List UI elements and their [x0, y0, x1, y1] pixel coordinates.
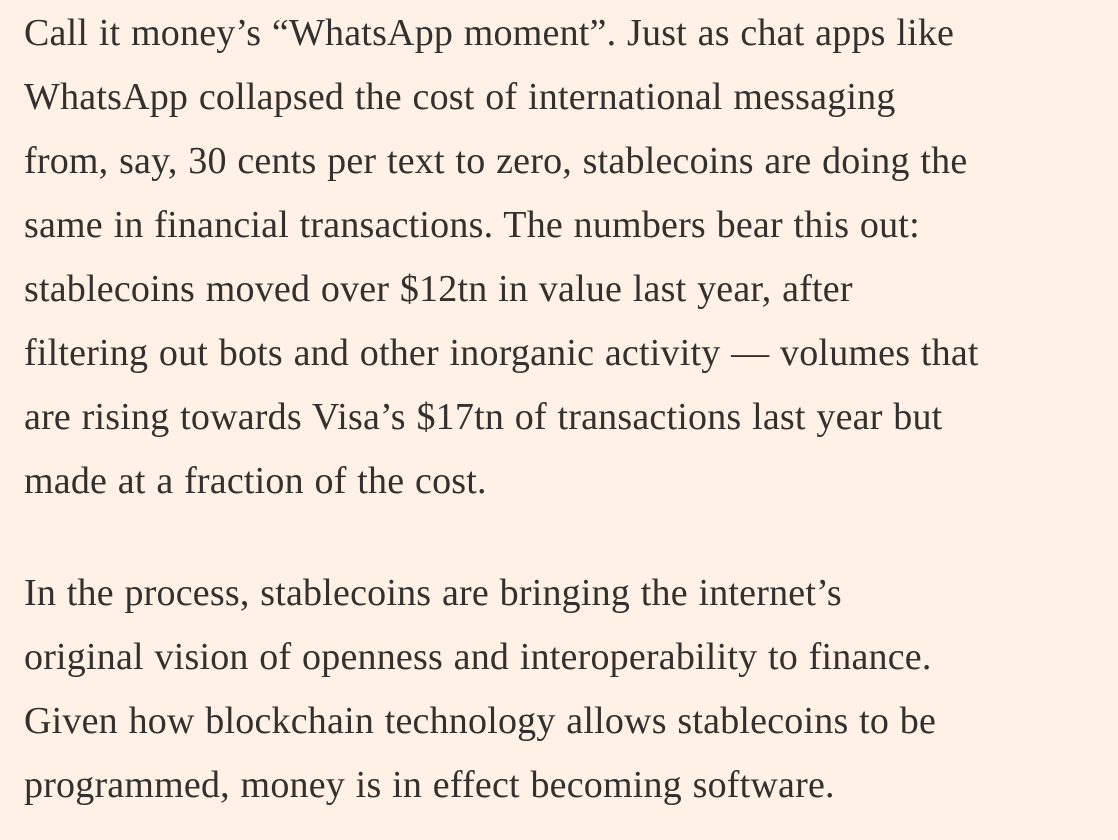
article-paragraph-2: In the process, stablecoins are bringing… — [24, 572, 937, 806]
article-paragraph-1: Call it money’s “WhatsApp moment”. Just … — [24, 12, 979, 502]
article-body: Call it money’s “WhatsApp moment”. Just … — [24, 12, 979, 806]
